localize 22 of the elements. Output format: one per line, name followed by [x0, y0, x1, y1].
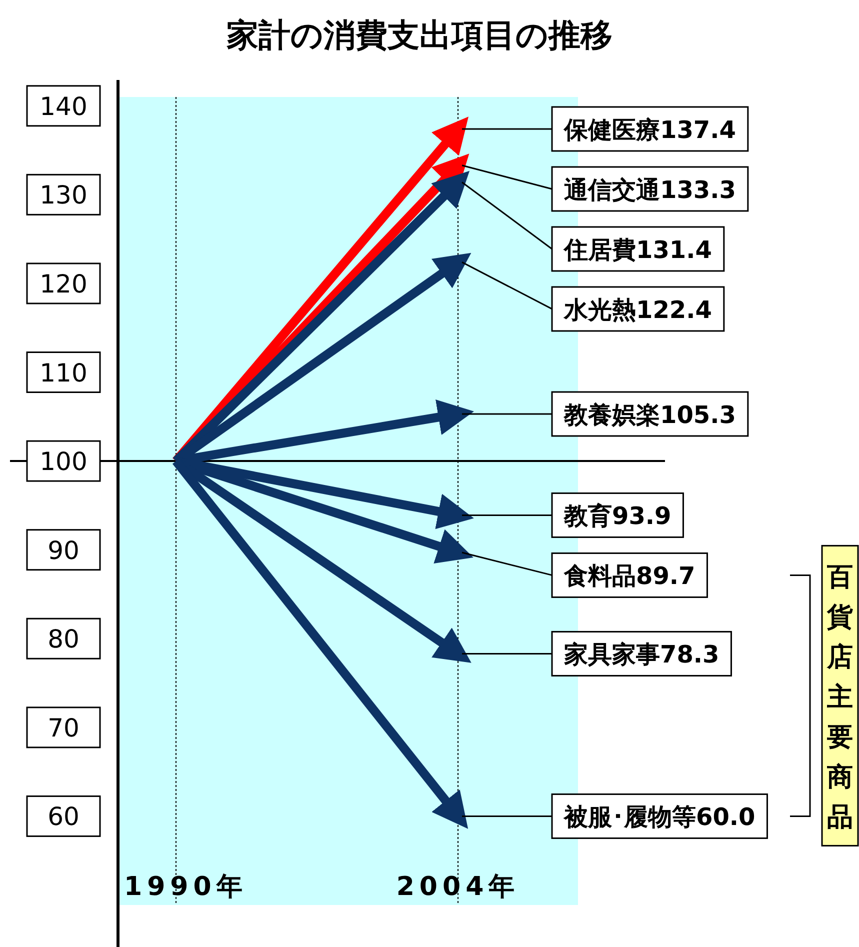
y-tick-label: 100 — [40, 447, 88, 476]
text: 家具家事78.3 — [564, 640, 720, 669]
x-tick-label: 1990年 — [124, 872, 248, 902]
y-tick-label: 90 — [48, 536, 80, 565]
text: 保健医療137.4 — [564, 116, 736, 144]
y-tick-label: 140 — [40, 92, 88, 121]
text: 通信交通133.3 — [564, 176, 736, 204]
y-tick-label: 80 — [48, 624, 80, 654]
text: 百貨店主要商品 — [826, 562, 853, 833]
chart-title: 家計の消費支出項目の推移 — [226, 16, 612, 54]
y-tick-label: 130 — [40, 180, 88, 210]
x-tick-label: 2004年 — [396, 872, 520, 902]
text: 食料品89.7 — [564, 562, 696, 590]
text: 教育93.9 — [564, 502, 672, 530]
text: 教養娯楽105.3 — [564, 400, 736, 429]
y-tick-label: 120 — [40, 269, 88, 298]
y-tick-label: 110 — [40, 358, 88, 388]
text: 被服･履物等60.0 — [564, 803, 756, 832]
text: 住居費131.4 — [564, 236, 712, 264]
text: 水光熱122.4 — [564, 296, 712, 324]
y-tick-label: 60 — [48, 802, 80, 832]
y-tick-label: 70 — [48, 713, 80, 742]
